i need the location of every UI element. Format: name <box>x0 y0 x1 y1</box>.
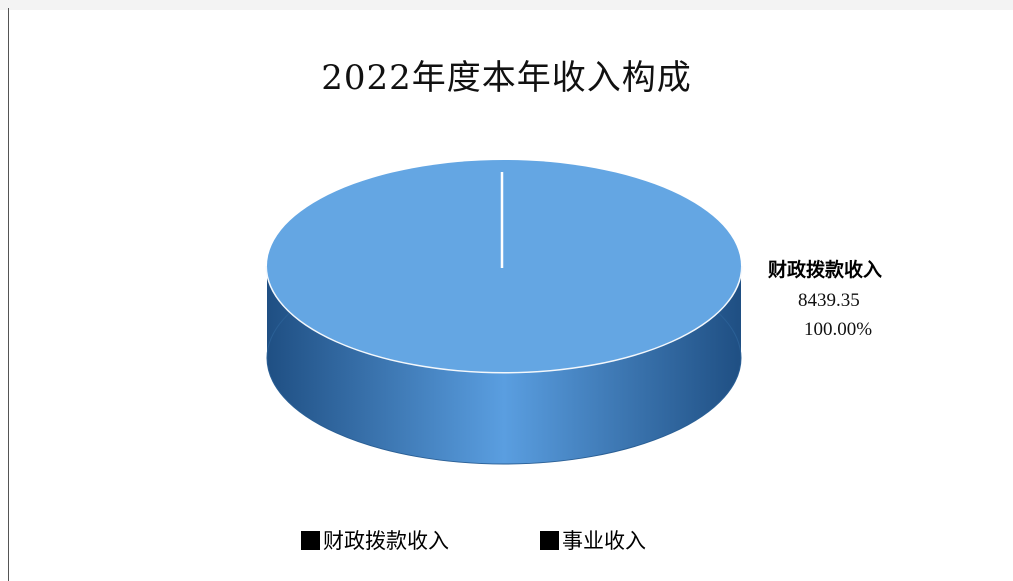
legend-label: 财政拨款收入 <box>323 529 449 553</box>
pie-slice-financial-appropriation[interactable] <box>267 160 741 372</box>
data-label-percent: 100.00% <box>804 319 873 340</box>
left-border-line <box>8 8 9 581</box>
legend-item-business-income[interactable]: 事业收入 <box>540 525 646 555</box>
chart-title: 2022年度本年收入构成 <box>321 58 692 98</box>
legend-square-icon <box>301 530 320 550</box>
top-strip <box>0 0 1013 10</box>
legend-item-financial-appropriation[interactable]: 财政拨款收入 <box>301 525 449 555</box>
legend-square-icon <box>540 530 559 550</box>
data-label-name: 财政拨款收入 <box>768 259 883 281</box>
data-label-value: 8439.35 <box>798 290 860 311</box>
chart-legend: 财政拨款收入 事业收入 <box>0 525 1013 555</box>
legend-label: 事业收入 <box>562 529 646 553</box>
